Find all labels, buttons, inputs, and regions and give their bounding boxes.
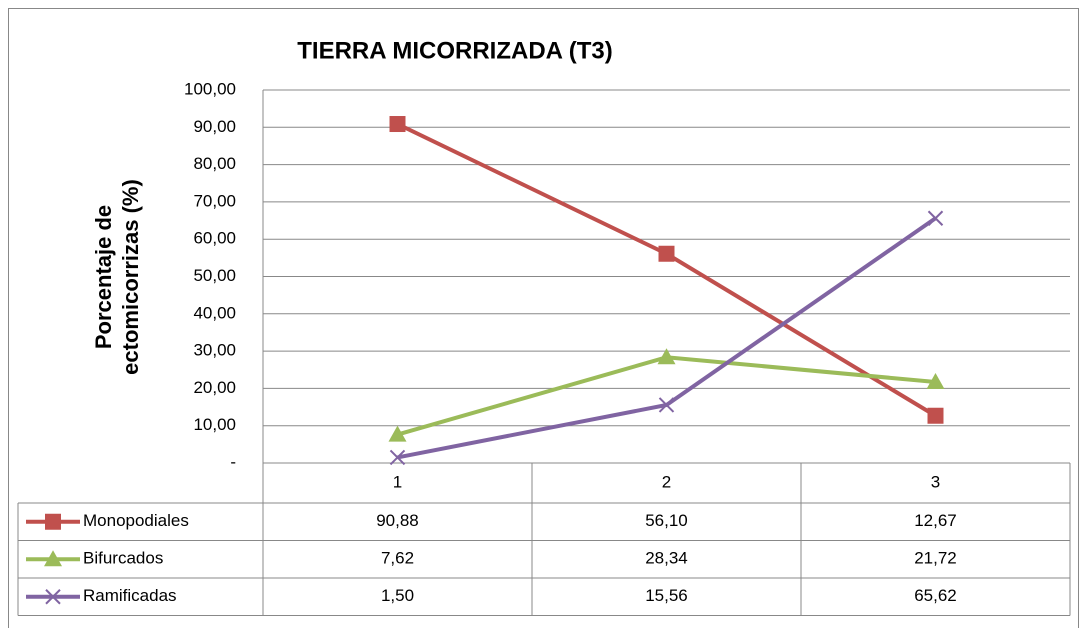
marker	[45, 513, 61, 530]
marker	[44, 550, 62, 567]
y-tick-label: 20,00	[193, 378, 236, 397]
y-tick-label: 60,00	[193, 229, 236, 248]
y-tick-label: 30,00	[193, 341, 236, 360]
marker	[45, 589, 61, 605]
table-value: 56,10	[645, 511, 688, 530]
table-value: 90,88	[376, 511, 419, 530]
chart-title: TIERRA MICORRIZADA (T3)	[297, 37, 613, 64]
y-tick-label: 10,00	[193, 415, 236, 434]
y-axis-label: Porcentaje de	[91, 205, 116, 349]
marker	[927, 210, 944, 226]
marker	[658, 397, 675, 413]
legend-label: Monopodiales	[83, 511, 189, 530]
y-tick-label: 40,00	[193, 303, 236, 322]
y-tick-label: 70,00	[193, 191, 236, 210]
table-value: 21,72	[914, 549, 957, 568]
marker	[388, 425, 407, 442]
table-value: 28,34	[645, 549, 688, 568]
table-value: 1,50	[381, 586, 414, 605]
table-value: 65,62	[914, 586, 957, 605]
x-tick-label: 2	[662, 472, 671, 491]
y-tick-label: 90,00	[193, 117, 236, 136]
marker	[658, 245, 675, 262]
legend-label: Bifurcados	[83, 549, 163, 568]
table-value: 15,56	[645, 586, 688, 605]
y-tick-label: 50,00	[193, 266, 236, 285]
marker	[927, 407, 944, 424]
marker	[657, 348, 676, 365]
chart-frame	[8, 8, 1079, 628]
y-axis-label: ectomicorrizas (%)	[118, 179, 143, 375]
y-tick-label: 80,00	[193, 154, 236, 173]
marker	[389, 449, 406, 466]
y-tick-label: -	[230, 452, 236, 471]
legend-label: Ramificadas	[83, 586, 177, 605]
y-tick-label: 100,00	[184, 79, 236, 98]
series-line	[396, 122, 937, 418]
x-tick-label: 3	[931, 472, 940, 491]
x-tick-label: 1	[393, 472, 402, 491]
table-value: 7,62	[381, 549, 414, 568]
marker	[926, 372, 945, 389]
table-value: 12,67	[914, 511, 957, 530]
marker	[389, 116, 406, 133]
